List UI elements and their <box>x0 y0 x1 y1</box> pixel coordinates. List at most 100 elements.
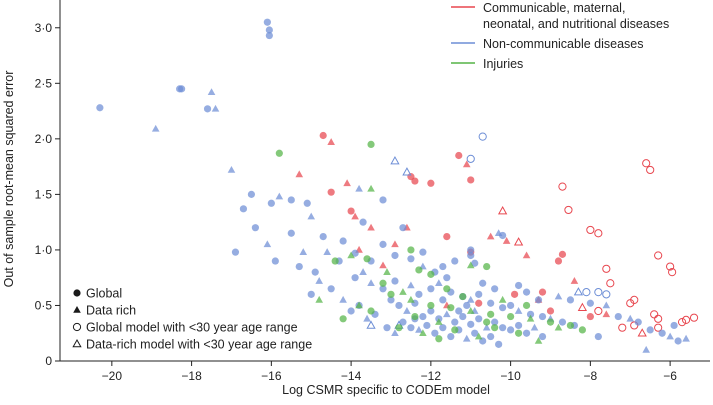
data-point <box>271 257 279 265</box>
data-point <box>467 251 475 260</box>
x-tick-label: −8 <box>584 369 598 383</box>
data-point <box>395 324 403 332</box>
data-point <box>689 313 699 322</box>
data-point <box>439 262 447 271</box>
data-point <box>391 240 399 248</box>
data-point <box>538 312 547 321</box>
data-point <box>407 255 415 263</box>
data-point <box>522 288 531 296</box>
data-point <box>367 223 375 231</box>
data-point <box>467 246 475 254</box>
data-point <box>668 268 677 277</box>
data-point <box>491 324 499 332</box>
data-point <box>475 299 483 307</box>
data-point <box>295 262 303 271</box>
data-point <box>391 277 399 285</box>
y-tick-label: 3·0 <box>35 21 53 35</box>
data-point <box>630 295 639 305</box>
data-point <box>431 329 439 337</box>
data-point <box>474 332 483 340</box>
color-legend: Communicable, maternal, neonatal, and nut… <box>451 1 669 71</box>
data-point <box>514 329 523 337</box>
data-point <box>522 251 531 259</box>
data-point <box>586 225 595 235</box>
legend-marker <box>73 306 81 313</box>
data-point <box>475 315 483 323</box>
data-point <box>447 304 455 312</box>
data-point <box>634 318 642 326</box>
data-point <box>618 323 627 332</box>
data-point <box>415 290 423 298</box>
data-point <box>207 88 216 95</box>
data-point <box>391 329 399 337</box>
y-tick-label: 2·5 <box>35 76 53 90</box>
data-point <box>646 326 654 334</box>
data-point <box>363 314 371 322</box>
data-point <box>387 290 395 298</box>
data-point <box>564 205 573 215</box>
series-2 <box>275 140 586 344</box>
data-point <box>486 232 495 240</box>
data-point <box>466 154 475 163</box>
y-tick-label: 0·5 <box>35 298 53 312</box>
data-point <box>379 196 387 204</box>
data-point <box>602 264 611 273</box>
series-1 <box>96 18 690 353</box>
data-point <box>522 329 531 337</box>
data-point <box>315 277 324 284</box>
data-point <box>487 332 495 341</box>
data-point <box>203 105 212 113</box>
data-point <box>387 296 395 304</box>
data-point <box>499 304 507 312</box>
data-point <box>674 337 682 345</box>
data-point <box>443 310 451 318</box>
data-point <box>367 307 375 315</box>
data-point <box>666 262 675 271</box>
data-point <box>471 329 479 337</box>
data-point <box>379 279 387 287</box>
data-point <box>395 301 403 310</box>
y-tick-label: 0 <box>45 354 52 368</box>
data-point <box>407 324 415 332</box>
legend-shape-label: Data-rich model with <30 year age range <box>86 338 312 352</box>
data-point <box>534 296 543 304</box>
data-point <box>546 318 555 326</box>
data-point <box>498 295 507 303</box>
data-point <box>566 321 575 330</box>
data-point <box>666 332 674 340</box>
shape-legend: Global Data rich Global model with <30 yea… <box>72 287 312 352</box>
data-point <box>554 323 563 331</box>
data-point <box>379 261 387 269</box>
x-tick-label: −14 <box>341 369 362 383</box>
data-point <box>586 312 594 321</box>
data-point <box>379 240 387 248</box>
data-point <box>419 329 427 337</box>
data-point <box>239 205 248 213</box>
data-point <box>554 292 563 300</box>
data-point <box>451 326 459 334</box>
data-point <box>415 325 423 333</box>
data-point <box>227 165 236 173</box>
data-point <box>487 299 495 307</box>
data-point <box>231 248 240 256</box>
data-point <box>602 290 611 299</box>
data-point <box>435 335 443 343</box>
y-axis-title: Out of sample root-mean squared error <box>2 71 16 288</box>
data-point <box>594 306 603 316</box>
data-point <box>507 326 515 334</box>
data-point <box>427 179 435 187</box>
data-point <box>642 345 650 353</box>
data-point <box>275 192 284 200</box>
data-point <box>466 307 475 314</box>
data-point <box>499 324 507 332</box>
data-point <box>307 290 315 298</box>
data-point <box>287 196 295 204</box>
data-point <box>558 250 567 258</box>
x-tick-label: −10 <box>500 369 521 383</box>
data-point <box>570 277 579 284</box>
data-point <box>287 229 295 237</box>
data-point <box>467 320 475 328</box>
data-point <box>482 323 491 331</box>
data-point <box>403 307 411 314</box>
